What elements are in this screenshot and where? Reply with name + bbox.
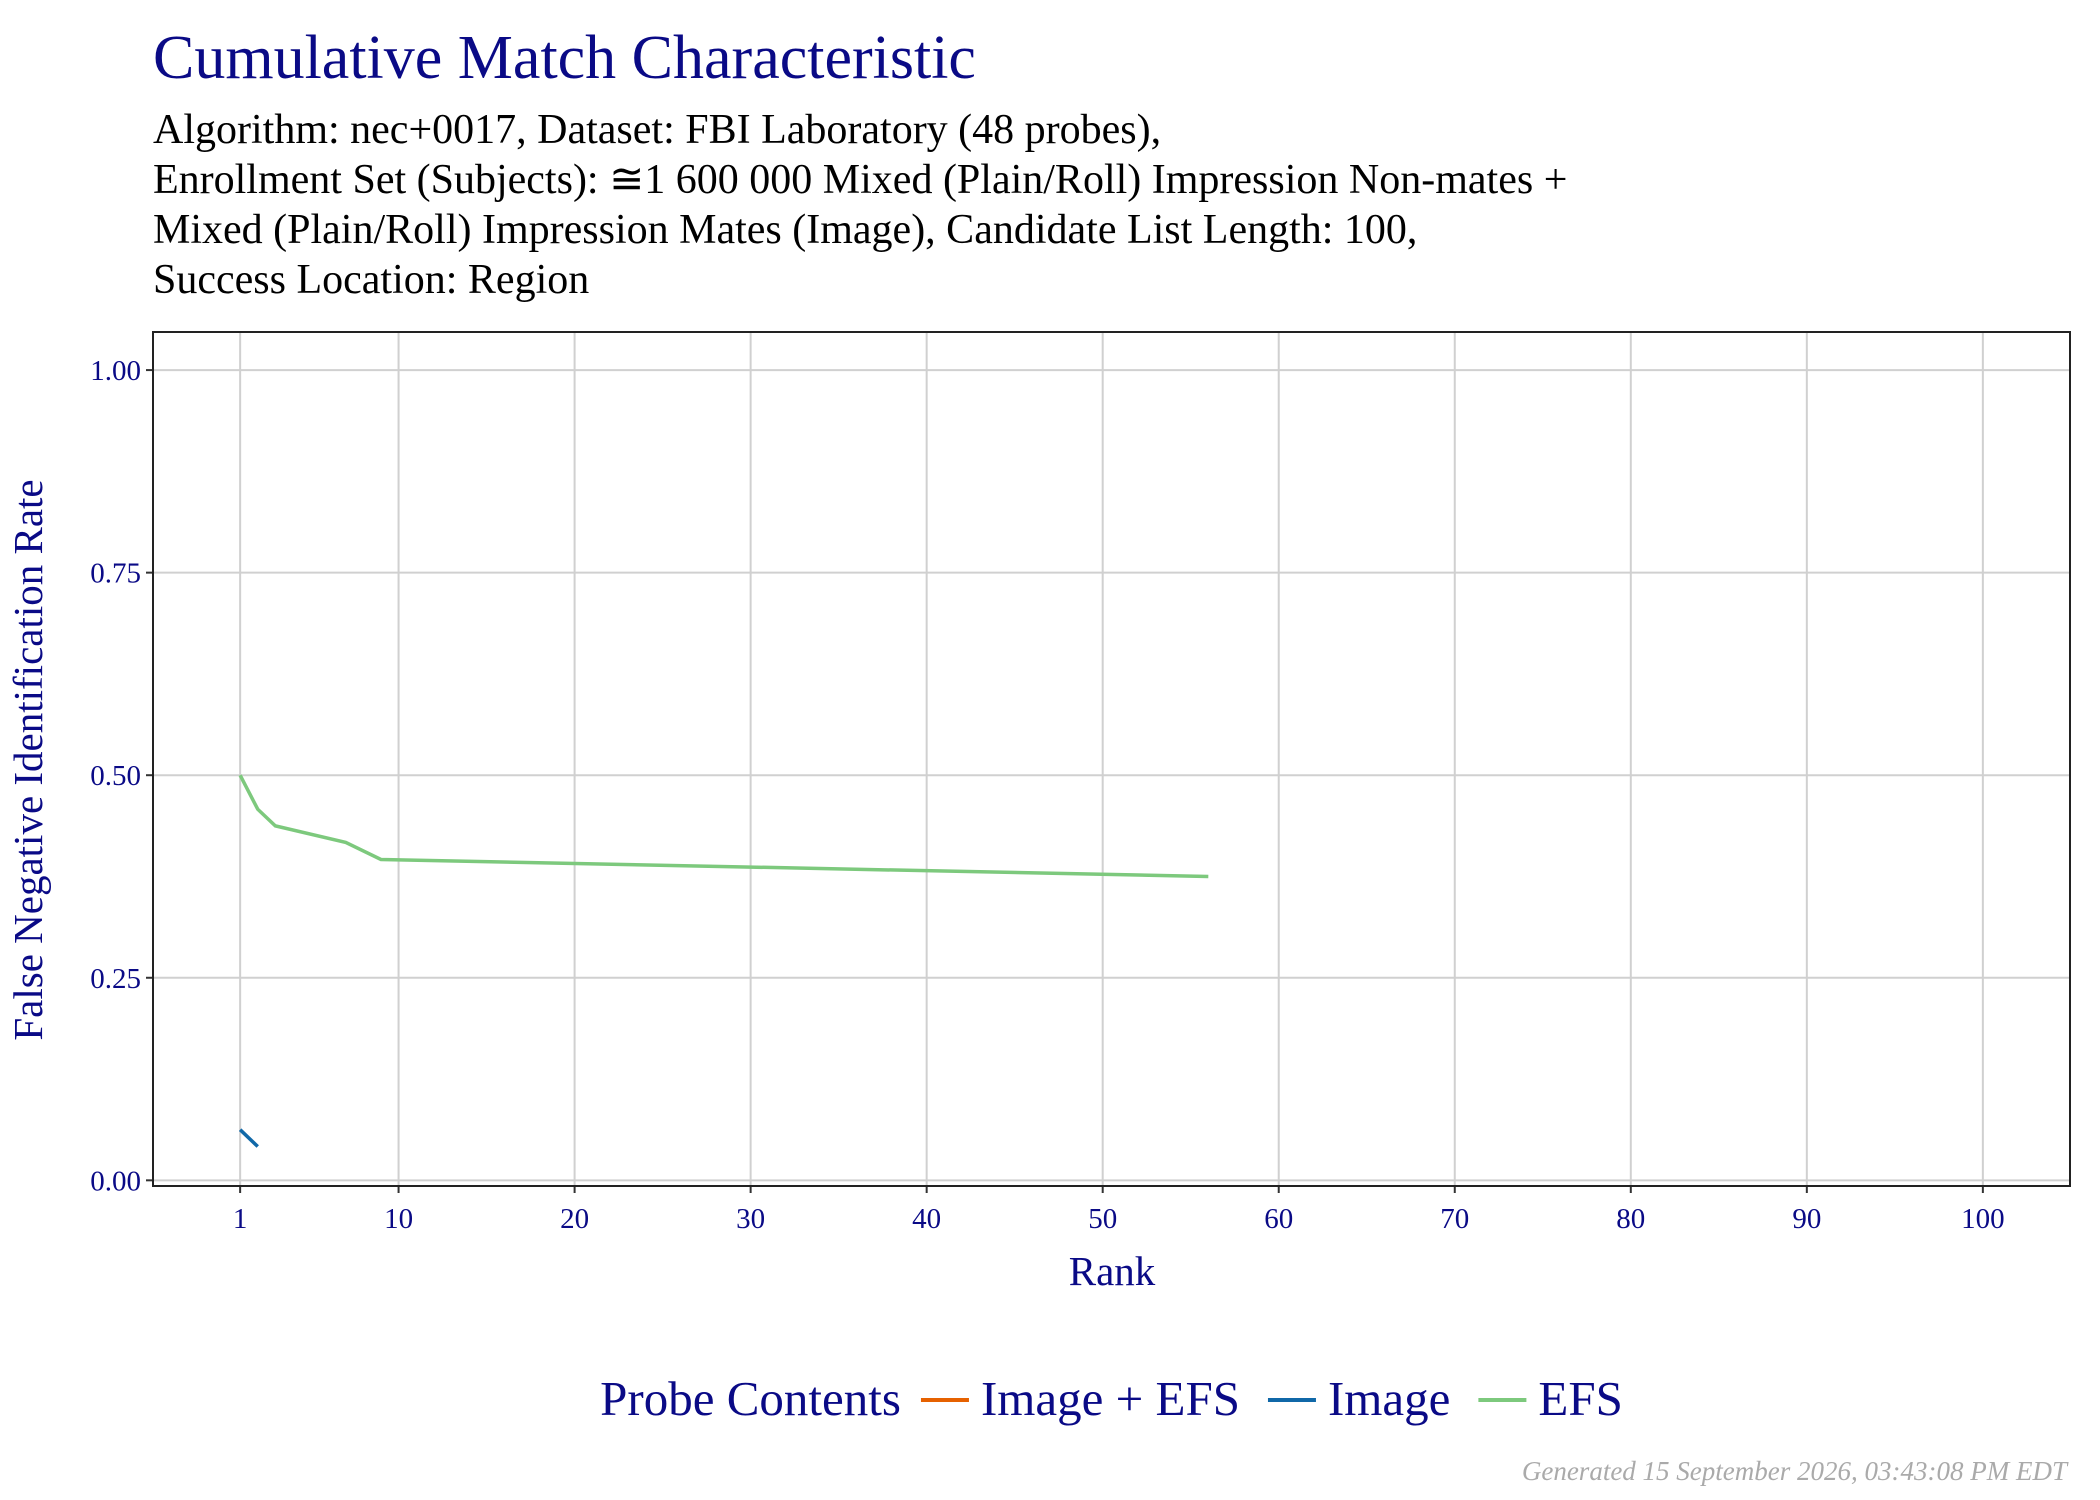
x-tick-label: 90 bbox=[1792, 1203, 1821, 1235]
legend-label: Image + EFS bbox=[981, 1371, 1240, 1426]
legend-label: EFS bbox=[1538, 1371, 1622, 1426]
y-tick-label: 0.25 bbox=[90, 963, 141, 995]
y-tick-label: 1.00 bbox=[90, 355, 141, 387]
x-tick-label: 20 bbox=[560, 1203, 589, 1235]
y-tick-label: 0.00 bbox=[90, 1165, 141, 1197]
subtitle-line: Mixed (Plain/Roll) Impression Mates (Ima… bbox=[153, 207, 1417, 253]
y-tick-label: 0.50 bbox=[90, 760, 141, 792]
legend-label: Image bbox=[1328, 1371, 1450, 1426]
x-axis-title: Rank bbox=[1069, 1248, 1156, 1294]
x-tick-label: 40 bbox=[912, 1203, 941, 1235]
subtitle-line: Enrollment Set (Subjects): ≅1 600 000 Mi… bbox=[153, 157, 1567, 203]
legend-title: Probe Contents bbox=[600, 1371, 901, 1426]
series-line bbox=[238, 774, 1209, 879]
footer: Generated 15 September 2026, 03:43:08 PM… bbox=[1522, 1456, 2069, 1486]
chart-title: Cumulative Match Characteristic bbox=[153, 24, 976, 92]
x-tick-label: 60 bbox=[1264, 1203, 1293, 1235]
subtitle: Algorithm: nec+0017, Dataset: FBI Labora… bbox=[153, 107, 1567, 303]
y-axis-title: False Negative Identification Rate bbox=[5, 479, 51, 1040]
plot-area: 0.00 0.25 0.50 0.75 1.00 1 10 20 30 40 50 60 70 80 90 1… bbox=[90, 331, 2071, 1235]
legend: Probe Contents Image + EFS Image EFS bbox=[600, 1371, 1623, 1426]
subtitle-line: Success Location: Region bbox=[153, 257, 589, 303]
x-tick-label: 80 bbox=[1616, 1203, 1645, 1235]
subtitle-line: Algorithm: nec+0017, Dataset: FBI Labora… bbox=[153, 107, 1161, 153]
series-line bbox=[238, 1128, 259, 1148]
plot-border bbox=[152, 331, 2071, 1187]
x-tick-label: 30 bbox=[736, 1203, 765, 1235]
x-tick-label: 10 bbox=[384, 1203, 413, 1235]
x-tick-label: 1 bbox=[233, 1203, 248, 1235]
x-tick-label: 50 bbox=[1088, 1203, 1117, 1235]
x-tick-label: 70 bbox=[1440, 1203, 1469, 1235]
y-tick-label: 0.75 bbox=[90, 558, 141, 590]
x-tick-label: 100 bbox=[1961, 1203, 2005, 1235]
